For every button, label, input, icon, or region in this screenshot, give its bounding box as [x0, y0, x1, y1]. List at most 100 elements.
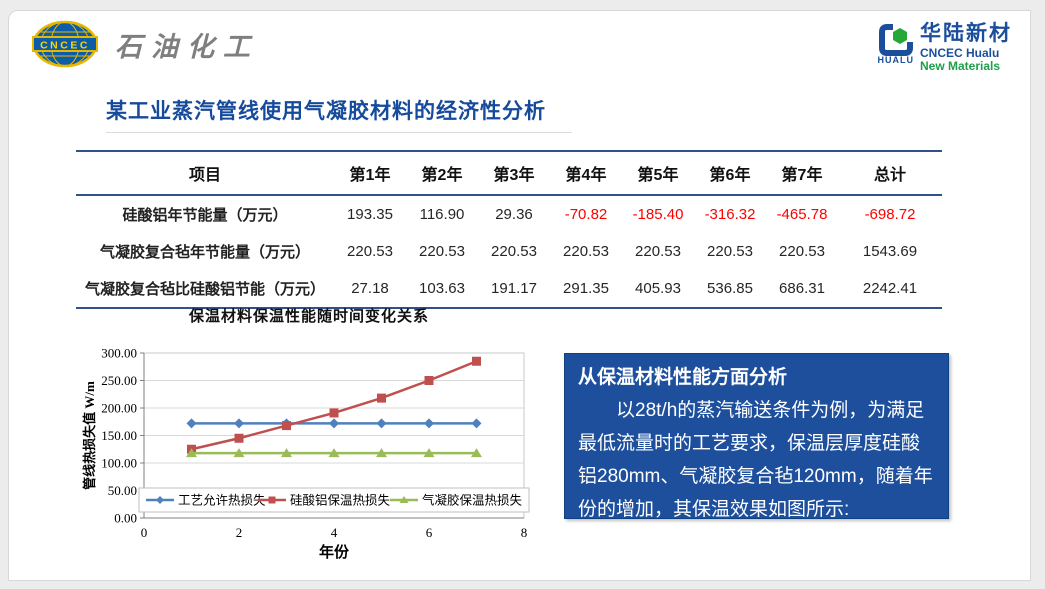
data-point-marker — [471, 418, 482, 429]
x-tick-label: 6 — [426, 525, 433, 540]
petrochemical-brand-text: 石油化工 — [115, 31, 259, 62]
y-tick-label: 250.00 — [101, 373, 137, 388]
data-point-marker — [282, 421, 291, 431]
legend-label: 气凝胶保温热损失 — [422, 493, 523, 508]
title-divider — [106, 132, 572, 133]
legend-box — [138, 487, 530, 513]
data-point-marker — [156, 496, 164, 504]
table-cell: 220.53 — [707, 243, 753, 260]
data-point-marker — [423, 448, 435, 458]
table-cell: 220.53 — [635, 243, 681, 260]
row-label: 气凝胶复合毡年节能量（万元） — [99, 244, 310, 261]
x-tick-label: 0 — [141, 525, 148, 540]
table-row: 气凝胶复合毡年节能量（万元） 220.53 220.53 220.53 220.53 22… — [76, 233, 942, 270]
data-point-marker — [234, 418, 244, 429]
hualu-cn-name: 华陆新材 — [920, 22, 1012, 45]
data-point-marker — [377, 393, 386, 403]
table-cell: 220.53 — [779, 243, 825, 260]
y-tick-label: 200.00 — [101, 401, 137, 416]
table-column-header: 第6年 — [694, 150, 766, 196]
data-point-marker — [376, 418, 387, 429]
data-point-marker — [234, 433, 244, 443]
data-point-marker — [329, 418, 339, 429]
table-cell: 191.17 — [478, 270, 550, 309]
table-cell: 291.35 — [550, 270, 622, 309]
table-cell: -70.82 — [564, 206, 608, 223]
x-tick-label: 4 — [331, 525, 338, 540]
analysis-box: 从保温材料性能方面分析 以28t/h的蒸汽输送条件为例，为满足最低流量时的工艺要… — [564, 353, 949, 520]
series-2 — [186, 448, 482, 458]
table-column-header: 第4年 — [550, 150, 622, 196]
data-point-marker — [424, 418, 434, 429]
x-tick-label: 8 — [521, 525, 528, 540]
data-point-marker — [424, 376, 434, 385]
table-cell: 27.18 — [334, 270, 406, 309]
data-point-marker — [268, 496, 276, 504]
x-tick-label: 2 — [236, 525, 243, 540]
data-point-marker — [399, 496, 409, 503]
hualu-en-line1: CNCEC Hualu — [920, 46, 1000, 61]
table-cell: 686.31 — [766, 270, 838, 309]
y-tick-label: 300.00 — [101, 346, 137, 361]
table-column-header: 总计 — [838, 150, 942, 196]
table-cell: 220.53 — [347, 243, 393, 260]
table-cell: -465.78 — [776, 206, 828, 223]
data-point-marker — [328, 448, 340, 458]
y-tick-label: 0.00 — [114, 511, 137, 526]
series-1 — [187, 356, 481, 454]
table-row: 硅酸铝年节能量（万元） 193.35 116.90 29.36 -70.82 -185.4… — [76, 195, 942, 233]
table-cell: 1543.69 — [862, 243, 918, 260]
table-cell: 116.90 — [419, 206, 465, 223]
table-cell: -698.72 — [864, 206, 916, 223]
y-axis-label: 管线热损失值 W/m — [82, 381, 97, 490]
series-line — [191, 360, 477, 451]
cncec-logo: CNCEC 石油化工 — [31, 19, 259, 69]
row-label: 硅酸铝年节能量（万元） — [122, 207, 288, 224]
data-point-marker — [233, 448, 245, 458]
data-point-marker — [471, 448, 482, 458]
analysis-body: 以28t/h的蒸汽输送条件为例，为满足最低流量时的工艺要求，保温层厚度硅酸铝28… — [578, 400, 933, 520]
y-tick-label: 150.00 — [101, 428, 137, 443]
table-cell: 29.36 — [495, 206, 533, 223]
cncec-globe-icon: CNCEC — [32, 20, 98, 68]
table-row: 气凝胶复合毡比硅酸铝节能（万元） 27.18 103.63 191.17 291.35 4… — [76, 270, 942, 309]
y-tick-label: 100.00 — [101, 456, 137, 471]
table-cell: -316.32 — [704, 206, 756, 223]
chart-title: 保温材料保温性能随时间变化关系 — [188, 309, 429, 325]
series-0 — [186, 418, 482, 429]
row-label: 气凝胶复合毡比硅酸铝节能（万元） — [76, 270, 334, 309]
table-header-row: 项目 第1年 第2年 第3年 第4年 第5年 第6年 第7年 总计 — [76, 150, 942, 196]
table-cell: -185.40 — [632, 206, 684, 223]
table-cell: 220.53 — [491, 243, 537, 260]
table-column-header: 第7年 — [766, 150, 838, 196]
x-axis-label: 年份 — [319, 543, 350, 561]
insulation-performance-chart: 0.00 50.00 100.00 150.00 200.00 250.00 300.00 0… — [82, 346, 530, 561]
table-column-header: 第2年 — [406, 150, 478, 196]
hualu-logo: HUALU 华陆新材 CNCEC Hualu New Materials — [877, 22, 1013, 73]
table-column-header: 项目 — [76, 150, 334, 196]
data-point-marker — [186, 418, 197, 429]
data-point-marker — [472, 356, 481, 366]
economics-table: 项目 第1年 第2年 第3年 第4年 第5年 第6年 第7年 总计 硅酸铝年节能量（万元） 193… — [76, 150, 942, 309]
table-cell: 193.35 — [347, 206, 393, 223]
table-cell: 220.53 — [419, 243, 465, 260]
hualu-en-line2: New Materials — [920, 58, 1001, 73]
table-column-header: 第1年 — [334, 150, 406, 196]
table-cell: 2242.41 — [838, 270, 942, 309]
analysis-heading: 从保温材料性能方面分析 — [578, 367, 788, 388]
hualu-icon — [878, 24, 913, 56]
svg-text:CNCEC: CNCEC — [40, 40, 90, 52]
table-cell: 103.63 — [406, 270, 478, 309]
chart-legend: 工艺允许热损失 硅酸铝保温热损失 气凝胶保温热损失 — [138, 487, 530, 513]
hualu-word: HUALU — [877, 55, 914, 65]
legend-label: 硅酸铝保温热损失 — [290, 493, 391, 508]
data-point-marker — [186, 448, 197, 458]
data-point-marker — [376, 448, 387, 458]
legend-label: 工艺允许热损失 — [178, 493, 266, 508]
table-cell: 220.53 — [563, 243, 609, 260]
page-title: 某工业蒸汽管线使用气凝胶材料的经济性分析 — [106, 100, 546, 123]
data-point-marker — [329, 408, 339, 418]
table-column-header: 第3年 — [478, 150, 550, 196]
y-tick-label: 50.00 — [108, 483, 137, 498]
slide: CNCEC 石油化工 HUALU 华陆新材 CNCEC Hualu New Ma… — [8, 10, 1031, 581]
